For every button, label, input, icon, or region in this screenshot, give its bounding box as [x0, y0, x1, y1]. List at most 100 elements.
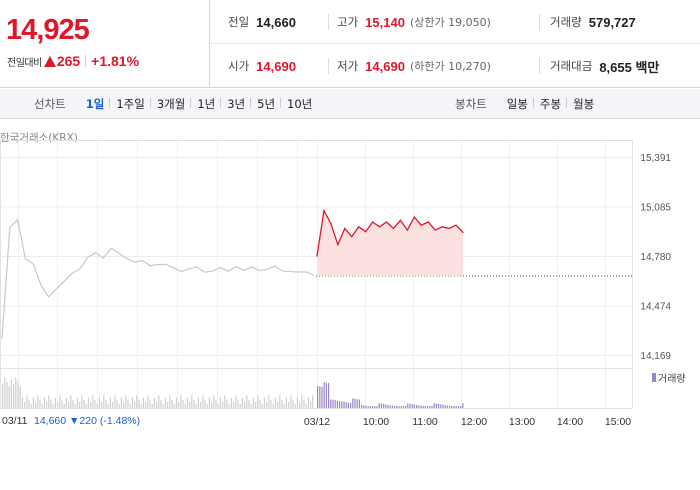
divider: [539, 14, 540, 30]
volume-bar: [358, 399, 360, 408]
volume-bar: [70, 395, 72, 408]
volume-bar: [138, 399, 140, 408]
volume-bar: [120, 397, 122, 408]
volume-bar: [107, 404, 109, 408]
volume-value: 579,727: [588, 14, 636, 30]
volume-bar: [182, 399, 184, 408]
volume-bar: [92, 395, 94, 408]
volume-bar: [140, 404, 142, 408]
volume-bar: [394, 406, 396, 408]
y-tick-label: 15,085: [640, 203, 671, 214]
high-cell: 고가 15,140 (상한가 19,050): [337, 0, 491, 44]
volume-bar: [98, 397, 100, 408]
volume-bar: [41, 404, 43, 408]
volume-bar: [57, 402, 59, 408]
volume-bar: [455, 406, 457, 408]
low-cell: 저가 14,690 (하한가 10,270): [337, 44, 491, 88]
volume-bar: [279, 395, 281, 408]
tab-1w[interactable]: 1주일: [109, 96, 150, 112]
today-point: [392, 227, 395, 230]
open-label: 시가: [228, 59, 250, 73]
volume-bar: [285, 397, 287, 408]
volume-bar: [123, 402, 125, 408]
chart-svg[interactable]: 15,391 15,085 14,780 14,474 14,169 03/12 10:0…: [0, 120, 700, 490]
volume-bar: [261, 404, 263, 408]
volume-bar: [28, 399, 30, 408]
tab-daily[interactable]: 일봉: [506, 97, 528, 111]
volume-bar: [32, 397, 34, 408]
volume-bar: [277, 402, 279, 408]
low-label: 저가: [337, 59, 359, 73]
upper-limit: (상한가 19,050): [409, 16, 491, 29]
volume-bar: [65, 397, 67, 408]
volume-bar: [259, 399, 261, 408]
volume-bar: [288, 402, 290, 408]
open-cell: 시가 14,690: [228, 44, 296, 88]
y-tick-label: 14,474: [640, 302, 671, 313]
volume-bar: [48, 395, 50, 408]
volume-bar: [352, 398, 354, 408]
volume-bar: [208, 397, 210, 408]
tab-3y[interactable]: 3년: [220, 96, 251, 112]
change-row: 전일대비 265 +1.81%: [7, 53, 139, 69]
volume-bar: [125, 395, 127, 408]
volume-bar: [451, 406, 453, 408]
line-chart-label: 선차트: [34, 97, 66, 111]
volume-bar: [442, 404, 444, 408]
tab-1d[interactable]: 1일: [85, 97, 105, 111]
today-point: [365, 231, 367, 233]
volume-bar: [383, 404, 385, 408]
volume-bar: [169, 395, 171, 408]
volume-bar: [35, 402, 37, 408]
volume-bar: [63, 404, 65, 408]
volume-bar: [180, 395, 182, 408]
tab-monthly[interactable]: 월봉: [566, 96, 600, 112]
volume-bar: [429, 406, 431, 408]
volume-bar: [416, 405, 418, 408]
volume-bar: [127, 399, 129, 408]
volume-bar: [13, 384, 15, 408]
volume-bar: [167, 402, 169, 408]
volume-bar: [74, 404, 76, 408]
volume-bar: [453, 406, 455, 408]
tab-weekly[interactable]: 주봉: [532, 96, 567, 112]
tab-5y[interactable]: 5년: [250, 96, 281, 112]
x-tick-label: 12:00: [461, 416, 487, 428]
volume-bar: [312, 395, 314, 408]
volume-bar: [310, 402, 312, 408]
tab-3m[interactable]: 3개월: [149, 96, 191, 112]
volume-bar: [283, 404, 285, 408]
volume-bar: [226, 399, 228, 408]
x-tick-label: 11:00: [412, 416, 438, 428]
volume-bar: [164, 397, 166, 408]
today-point: [378, 226, 381, 228]
tab-10y[interactable]: 10년: [280, 96, 318, 112]
volume-bar: [96, 404, 98, 408]
volume-bar: [252, 397, 254, 408]
volume-bar: [246, 395, 248, 408]
volume-bar: [175, 397, 177, 408]
volume-bar: [206, 404, 208, 408]
info-row-2: 시가 14,690 저가 14,690 (하한가 10,270) 거래대금 8,…: [211, 44, 700, 88]
line-chart-tabs: 선차트 1일 1주일 3개월 1년 3년 5년 10년: [34, 89, 318, 119]
tab-1y[interactable]: 1년: [190, 96, 221, 112]
volume-bar: [407, 403, 409, 408]
volume-bar: [87, 397, 89, 408]
lower-limit: (하한가 10,270): [409, 60, 491, 73]
volume-bar: [372, 406, 374, 408]
volume-bar: [171, 399, 173, 408]
change-amount: 265: [56, 53, 81, 69]
today-point: [406, 229, 408, 231]
volume-bar: [131, 397, 133, 408]
volume-bar: [446, 405, 448, 408]
volume-bar: [112, 402, 114, 408]
y-tick-label: 14,169: [640, 351, 671, 362]
today-point: [344, 227, 346, 230]
volume-bar: [37, 395, 39, 408]
change-label: 전일대비: [7, 57, 42, 69]
amount-cell: 거래대금 8,655 백만: [550, 44, 659, 88]
volume-bar: [402, 406, 404, 408]
prev-day-series: [1, 218, 315, 339]
volume-bar: [52, 404, 54, 408]
volume-bar: [19, 386, 21, 408]
